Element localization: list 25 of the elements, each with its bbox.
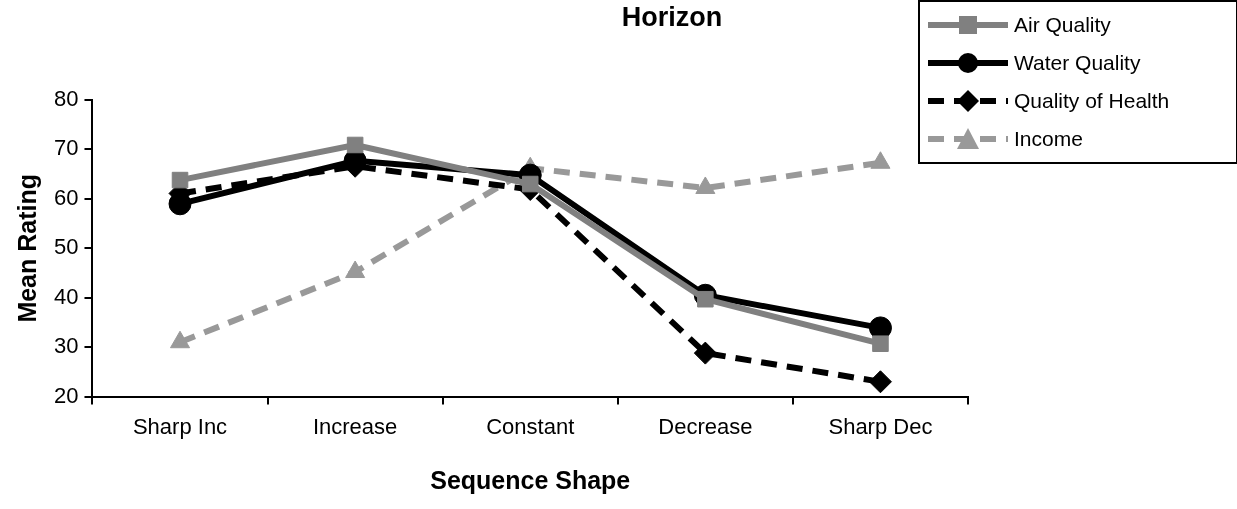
point — [693, 341, 717, 365]
y-tick-label: 20 — [53, 382, 79, 408]
x-tick-label: Increase — [312, 413, 398, 439]
legend-label: Air Quality — [1014, 13, 1111, 37]
x-tick-label: Sharp Dec — [828, 413, 933, 439]
x-tick-label: Decrease — [658, 413, 753, 439]
legend-label: Income — [1014, 127, 1083, 151]
x-tick-label: Sharp Inc — [132, 413, 228, 439]
point — [868, 370, 892, 394]
y-tick-label: 40 — [53, 283, 79, 309]
point — [872, 335, 889, 352]
point — [346, 136, 364, 154]
point — [521, 175, 539, 193]
legend-label: Quality of Health — [1014, 89, 1170, 113]
y-tick-label: 30 — [53, 333, 79, 359]
y-tick-label: 80 — [53, 86, 79, 112]
y-tick-label: 60 — [53, 184, 79, 210]
x-axis-title: Sequence Shape — [430, 465, 631, 494]
y-tick-label: 70 — [53, 135, 79, 161]
point — [171, 171, 189, 189]
y-tick-label: 50 — [53, 234, 79, 260]
y-axis-title: Mean Rating — [12, 173, 41, 323]
x-tick-label: Constant — [486, 413, 575, 439]
chart-title: Horizon — [620, 2, 724, 33]
legend-label: Water Quality — [1014, 51, 1141, 75]
